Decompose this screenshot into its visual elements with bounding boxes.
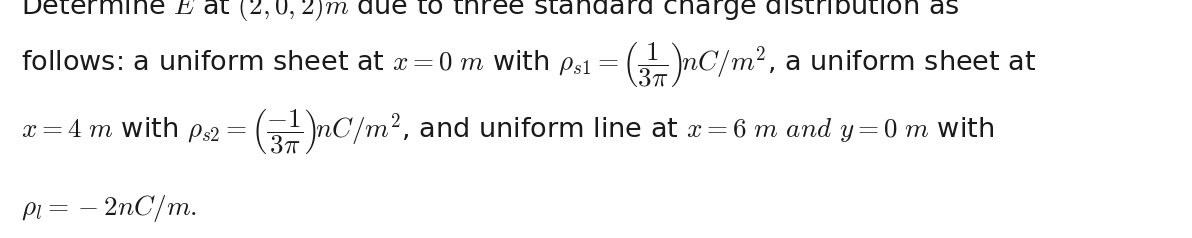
Text: Determine $\vec{E}$ at $(2, 0, 2)m$ due to three standard charge distribution as: Determine $\vec{E}$ at $(2, 0, 2)m$ due … (21, 0, 960, 24)
Text: follows: a uniform sheet at $x = 0\ m$ with $\rho_{s1} = \left(\dfrac{1}{3\pi}\r: follows: a uniform sheet at $x = 0\ m$ w… (21, 41, 1037, 90)
Text: $\rho_l = -2nC/m.$: $\rho_l = -2nC/m.$ (21, 193, 198, 224)
Text: $x = 4\ m$ with $\rho_{s2} = \left(\dfrac{-1}{3\pi}\right)\!nC/m^2$, and uniform: $x = 4\ m$ with $\rho_{s2} = \left(\dfra… (21, 108, 995, 157)
